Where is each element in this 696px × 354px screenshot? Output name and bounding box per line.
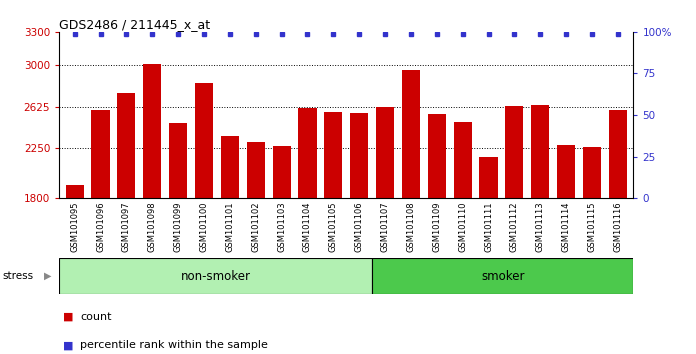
Bar [350, 113, 368, 354]
Text: GSM101095: GSM101095 [70, 201, 79, 252]
Bar [557, 145, 575, 354]
Text: GSM101113: GSM101113 [536, 201, 545, 252]
Text: GSM101110: GSM101110 [458, 201, 467, 252]
Bar [480, 157, 498, 354]
Text: GSM101107: GSM101107 [381, 201, 390, 252]
Bar [454, 122, 472, 354]
Text: GSM101096: GSM101096 [96, 201, 105, 252]
Text: ■: ■ [63, 312, 73, 322]
Text: ▶: ▶ [44, 271, 52, 281]
Bar [59, 258, 372, 294]
Text: GSM101097: GSM101097 [122, 201, 131, 252]
Bar [169, 123, 187, 354]
Bar [195, 83, 213, 354]
Text: GSM101115: GSM101115 [587, 201, 596, 252]
Bar [65, 185, 84, 354]
Text: stress: stress [2, 271, 33, 281]
Bar [246, 142, 264, 354]
Text: GSM101108: GSM101108 [406, 201, 416, 252]
Bar [273, 146, 291, 354]
Text: ■: ■ [63, 341, 73, 350]
Text: GSM101098: GSM101098 [148, 201, 157, 252]
Text: count: count [80, 312, 111, 322]
Bar [428, 114, 446, 354]
Bar [221, 136, 239, 354]
Text: non-smoker: non-smoker [181, 270, 251, 282]
Text: percentile rank within the sample: percentile rank within the sample [80, 341, 268, 350]
Bar [299, 108, 317, 354]
Text: GSM101102: GSM101102 [251, 201, 260, 252]
Bar [505, 106, 523, 354]
Bar [402, 70, 420, 354]
Text: GSM101114: GSM101114 [562, 201, 571, 252]
Text: GSM101112: GSM101112 [510, 201, 519, 252]
Text: GSM101116: GSM101116 [613, 201, 622, 252]
Bar [143, 64, 161, 354]
Text: smoker: smoker [481, 270, 525, 282]
Text: GDS2486 / 211445_x_at: GDS2486 / 211445_x_at [59, 18, 210, 31]
Text: GSM101101: GSM101101 [226, 201, 235, 252]
Bar [324, 112, 342, 354]
Bar [118, 93, 136, 354]
Bar [376, 107, 394, 354]
Bar [531, 105, 549, 354]
Text: GSM101109: GSM101109 [432, 201, 441, 252]
Text: GSM101104: GSM101104 [303, 201, 312, 252]
Text: GSM101106: GSM101106 [355, 201, 364, 252]
Text: GSM101103: GSM101103 [277, 201, 286, 252]
Bar [91, 109, 109, 354]
Bar [583, 147, 601, 354]
Text: GSM101111: GSM101111 [484, 201, 493, 252]
Text: GSM101100: GSM101100 [200, 201, 209, 252]
Text: GSM101099: GSM101099 [173, 201, 182, 252]
Text: GSM101105: GSM101105 [329, 201, 338, 252]
Bar [609, 109, 627, 354]
Bar [372, 258, 633, 294]
